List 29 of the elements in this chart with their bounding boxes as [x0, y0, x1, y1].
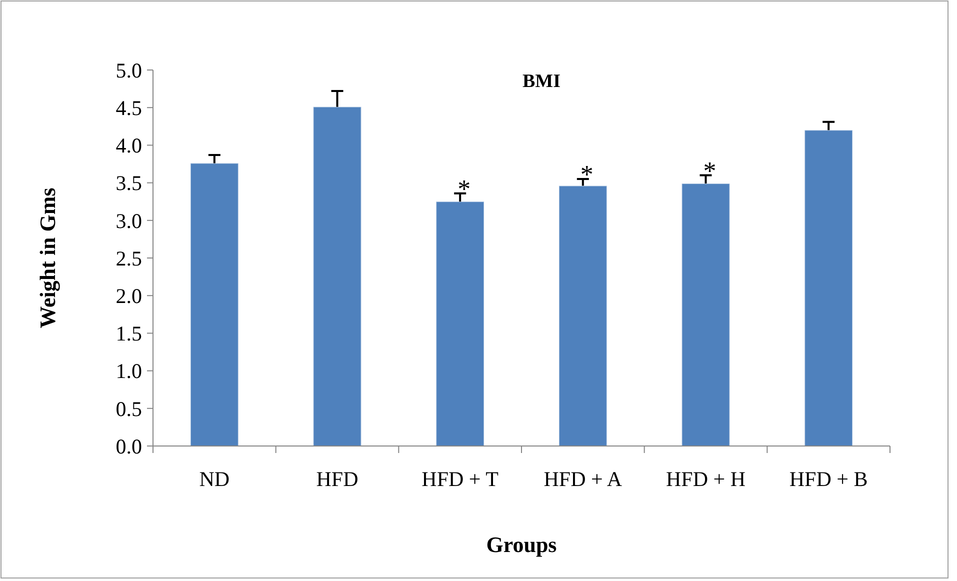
y-tick-label: 0.0 [116, 434, 142, 458]
y-tick-label: 3.5 [116, 171, 142, 196]
y-tick-label: 3.0 [116, 208, 142, 233]
x-tick-label: HFD + T [422, 467, 499, 491]
y-axis-title: Weight in Gms [35, 187, 60, 328]
y-tick-label: 4.5 [116, 96, 142, 120]
x-tick-label: HFD + A [544, 467, 623, 491]
chart-title: BMI [522, 71, 560, 92]
annotation: * [580, 160, 594, 190]
y-tick-label: 2.0 [116, 284, 142, 308]
bar [312, 106, 362, 446]
x-tick-label: HFD [316, 467, 358, 491]
annotation: * [458, 174, 471, 204]
x-tick-label: ND [199, 467, 230, 491]
y-tick-label: 2.5 [116, 246, 142, 270]
bar [681, 183, 730, 446]
x-tick-label: HFD + H [666, 467, 746, 491]
bar [804, 130, 854, 446]
y-tick-label: 5.0 [116, 58, 142, 82]
bar [190, 162, 239, 446]
y-tick-label: 1.0 [116, 359, 142, 384]
bar [436, 201, 485, 446]
bar [558, 185, 608, 446]
y-tick-label: 1.5 [116, 322, 142, 346]
annotation: * [703, 156, 716, 186]
x-tick-label: HFD + B [789, 467, 868, 491]
y-tick-label: 4.0 [116, 134, 142, 158]
y-tick-label: 0.5 [116, 396, 142, 421]
x-axis-title: Groups [486, 532, 558, 557]
